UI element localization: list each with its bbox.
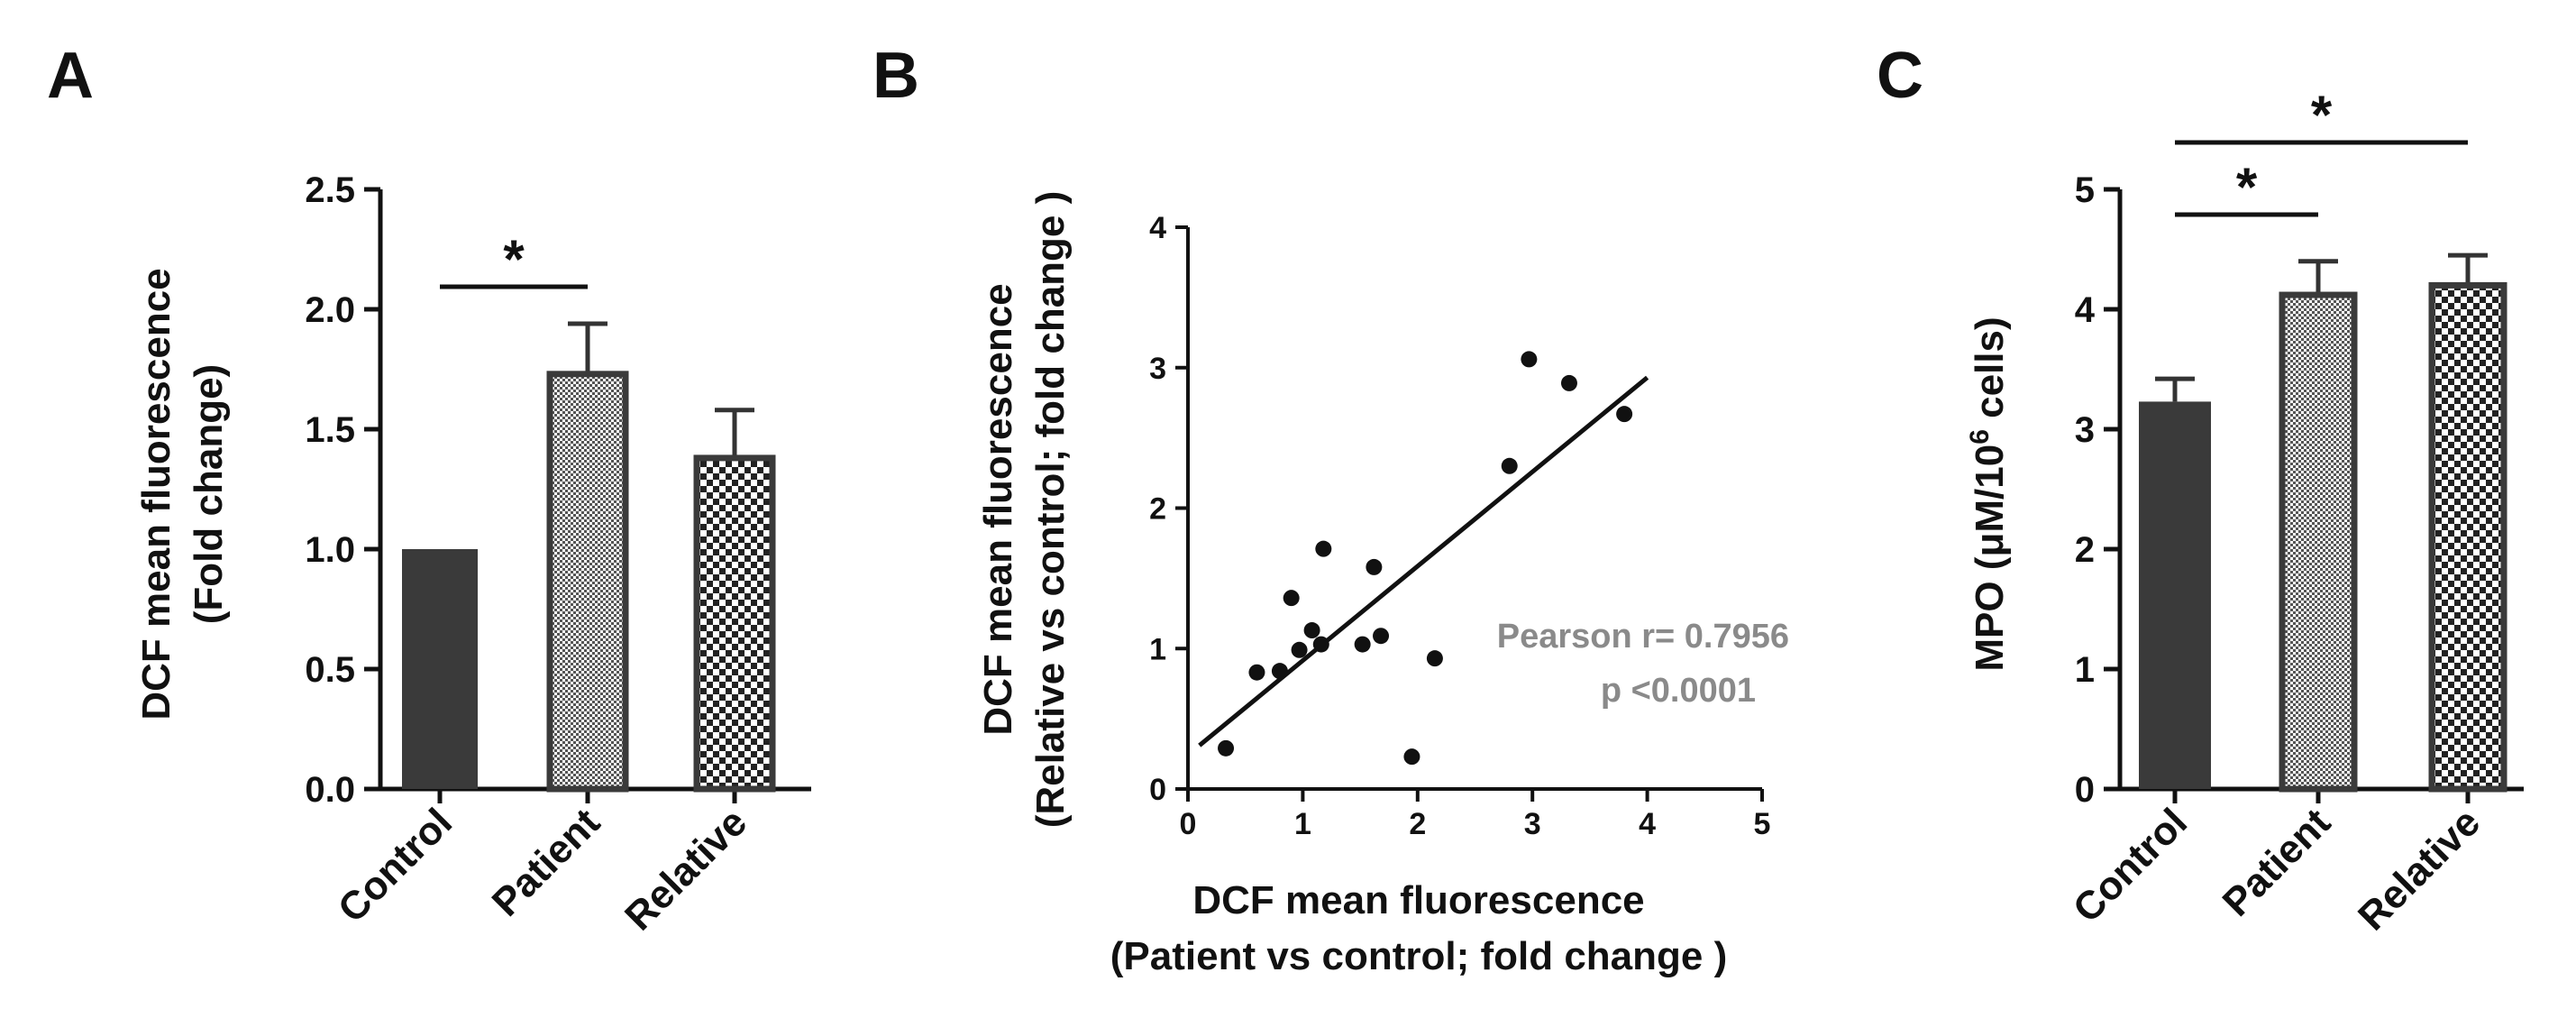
b-scatter-point bbox=[1248, 664, 1265, 681]
c-y-tick-label: 5 bbox=[2075, 170, 2095, 210]
a-category-label-relative: Relative bbox=[617, 800, 755, 939]
b-scatter-point bbox=[1271, 663, 1288, 680]
b-scatter-point bbox=[1366, 558, 1383, 575]
b-y-tick-label: 1 bbox=[1149, 632, 1166, 666]
b-x-tick-label: 2 bbox=[1409, 807, 1426, 841]
c-y-tick-label: 3 bbox=[2075, 410, 2095, 450]
b-scatter-point bbox=[1218, 739, 1235, 757]
a-y-tick-label: 0.0 bbox=[305, 770, 355, 810]
panel-b-y-axis-label-line2: (Relative vs control; fold change ) bbox=[1028, 191, 1073, 829]
b-regression-line bbox=[1198, 375, 1649, 748]
c-y-tick-label: 1 bbox=[2075, 650, 2095, 690]
panel-a-letter: A bbox=[47, 40, 94, 112]
a-category-label-control: Control bbox=[330, 800, 461, 931]
a-y-tick-label: 1.0 bbox=[305, 530, 355, 570]
b-scatter-point bbox=[1426, 650, 1443, 667]
panel-b-x-axis-label-line2: (Patient vs control; fold change ) bbox=[1110, 934, 1728, 978]
b-x-tick-label: 0 bbox=[1180, 807, 1197, 841]
pearson-annotation-line1: Pearson r= 0.7956 bbox=[1497, 618, 1789, 656]
panel-c-y-axis-label: MPO (μM/106 cells) bbox=[1965, 316, 2012, 671]
c-category-label-relative: Relative bbox=[2350, 800, 2489, 939]
panel-a-y-axis-label-line1: DCF mean fluorescence bbox=[134, 268, 178, 720]
c-y-tick-label: 4 bbox=[2075, 290, 2096, 330]
b-scatter-point bbox=[1354, 636, 1371, 653]
c-significance-star: * bbox=[2236, 157, 2258, 217]
pearson-annotation-line2: p <0.0001 bbox=[1601, 672, 1756, 710]
a-significance-star: * bbox=[503, 229, 525, 289]
b-scatter-point bbox=[1403, 748, 1420, 766]
b-scatter-point bbox=[1560, 374, 1577, 391]
panel-b-y-axis-label-line1: DCF mean fluorescence bbox=[976, 283, 1020, 735]
panel-b-letter: B bbox=[872, 40, 919, 112]
panel-c-letter: C bbox=[1877, 40, 1923, 112]
a-y-tick-label: 2.5 bbox=[305, 170, 355, 210]
b-scatter-point bbox=[1501, 457, 1518, 474]
b-x-tick-label: 5 bbox=[1754, 807, 1771, 841]
c-category-label-control: Control bbox=[2065, 800, 2196, 931]
b-scatter-point bbox=[1616, 406, 1633, 423]
a-bar-control bbox=[402, 549, 478, 789]
c-bar-control bbox=[2139, 401, 2211, 789]
c-bar-relative bbox=[2428, 281, 2507, 793]
b-scatter-point bbox=[1303, 622, 1320, 639]
b-y-tick-label: 3 bbox=[1149, 352, 1166, 386]
panel-b-x-axis-label-line1: DCF mean fluorescence bbox=[1192, 878, 1644, 922]
c-y-tick-label: 2 bbox=[2075, 530, 2095, 570]
a-y-tick-label: 2.0 bbox=[305, 290, 355, 330]
b-scatter-point bbox=[1315, 540, 1332, 557]
b-y-tick-label: 4 bbox=[1149, 211, 1166, 245]
b-scatter-point bbox=[1312, 636, 1329, 653]
a-bar-relative bbox=[693, 454, 776, 793]
c-significance-star: * bbox=[2311, 85, 2333, 145]
c-bar-patient bbox=[2279, 291, 2358, 793]
panel-a: A DCF mean fluorescence (Fold change) 0.… bbox=[47, 40, 811, 939]
b-x-tick-label: 4 bbox=[1639, 807, 1656, 841]
a-y-tick-label: 0.5 bbox=[305, 650, 355, 690]
b-y-tick-label: 0 bbox=[1149, 773, 1166, 807]
b-scatter-point bbox=[1373, 628, 1390, 645]
panel-c: C MPO (μM/106 cells) 0 1 2 3 4 5 * * Control Pa… bbox=[1877, 40, 2524, 939]
a-y-tick-label: 1.5 bbox=[305, 410, 355, 450]
b-y-tick-label: 2 bbox=[1149, 492, 1166, 527]
c-category-label-patient: Patient bbox=[2215, 800, 2340, 925]
panel-a-y-axis-label-line2: (Fold change) bbox=[187, 364, 231, 624]
a-category-label-patient: Patient bbox=[484, 800, 609, 925]
b-scatter-point bbox=[1291, 641, 1308, 658]
b-x-tick-label: 3 bbox=[1524, 807, 1541, 841]
a-bar-patient bbox=[546, 371, 629, 793]
b-scatter-point bbox=[1283, 590, 1300, 607]
panel-b: B DCF mean fluorescence (Relative vs con… bbox=[872, 40, 1789, 978]
c-y-tick-label: 0 bbox=[2075, 770, 2095, 810]
b-scatter-point bbox=[1521, 351, 1538, 368]
b-x-tick-label: 1 bbox=[1294, 807, 1311, 841]
